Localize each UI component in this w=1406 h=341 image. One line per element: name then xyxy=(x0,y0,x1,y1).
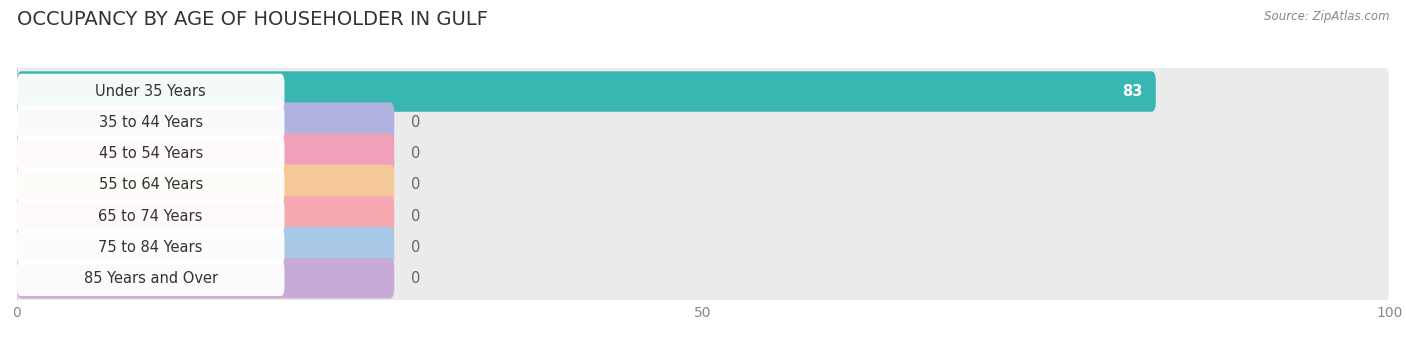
Text: 0: 0 xyxy=(411,271,420,286)
Text: Under 35 Years: Under 35 Years xyxy=(96,84,207,99)
FancyBboxPatch shape xyxy=(17,74,284,109)
Text: 0: 0 xyxy=(411,115,420,130)
FancyBboxPatch shape xyxy=(17,192,1389,240)
FancyBboxPatch shape xyxy=(17,161,1389,209)
Text: Source: ZipAtlas.com: Source: ZipAtlas.com xyxy=(1264,10,1389,23)
Text: 65 to 74 Years: 65 to 74 Years xyxy=(98,209,202,224)
Text: 0: 0 xyxy=(411,146,420,161)
FancyBboxPatch shape xyxy=(17,165,394,205)
Text: 75 to 84 Years: 75 to 84 Years xyxy=(98,240,202,255)
Text: 35 to 44 Years: 35 to 44 Years xyxy=(98,115,202,130)
Text: 85 Years and Over: 85 Years and Over xyxy=(83,271,218,286)
FancyBboxPatch shape xyxy=(17,105,284,140)
FancyBboxPatch shape xyxy=(17,71,1156,112)
Text: 0: 0 xyxy=(411,177,420,192)
FancyBboxPatch shape xyxy=(17,227,394,267)
Text: OCCUPANCY BY AGE OF HOUSEHOLDER IN GULF: OCCUPANCY BY AGE OF HOUSEHOLDER IN GULF xyxy=(17,10,488,29)
Text: 0: 0 xyxy=(411,209,420,224)
FancyBboxPatch shape xyxy=(17,167,284,203)
FancyBboxPatch shape xyxy=(17,229,284,265)
Text: 45 to 54 Years: 45 to 54 Years xyxy=(98,146,202,161)
FancyBboxPatch shape xyxy=(17,258,394,298)
FancyBboxPatch shape xyxy=(17,136,284,172)
FancyBboxPatch shape xyxy=(17,196,394,236)
FancyBboxPatch shape xyxy=(17,99,1389,147)
FancyBboxPatch shape xyxy=(17,261,284,296)
FancyBboxPatch shape xyxy=(17,134,394,174)
Text: 83: 83 xyxy=(1122,84,1142,99)
FancyBboxPatch shape xyxy=(17,67,1389,116)
FancyBboxPatch shape xyxy=(17,223,1389,271)
FancyBboxPatch shape xyxy=(17,130,1389,178)
Text: 0: 0 xyxy=(411,240,420,255)
Text: 55 to 64 Years: 55 to 64 Years xyxy=(98,177,202,192)
FancyBboxPatch shape xyxy=(17,198,284,234)
FancyBboxPatch shape xyxy=(17,102,394,143)
FancyBboxPatch shape xyxy=(17,254,1389,302)
